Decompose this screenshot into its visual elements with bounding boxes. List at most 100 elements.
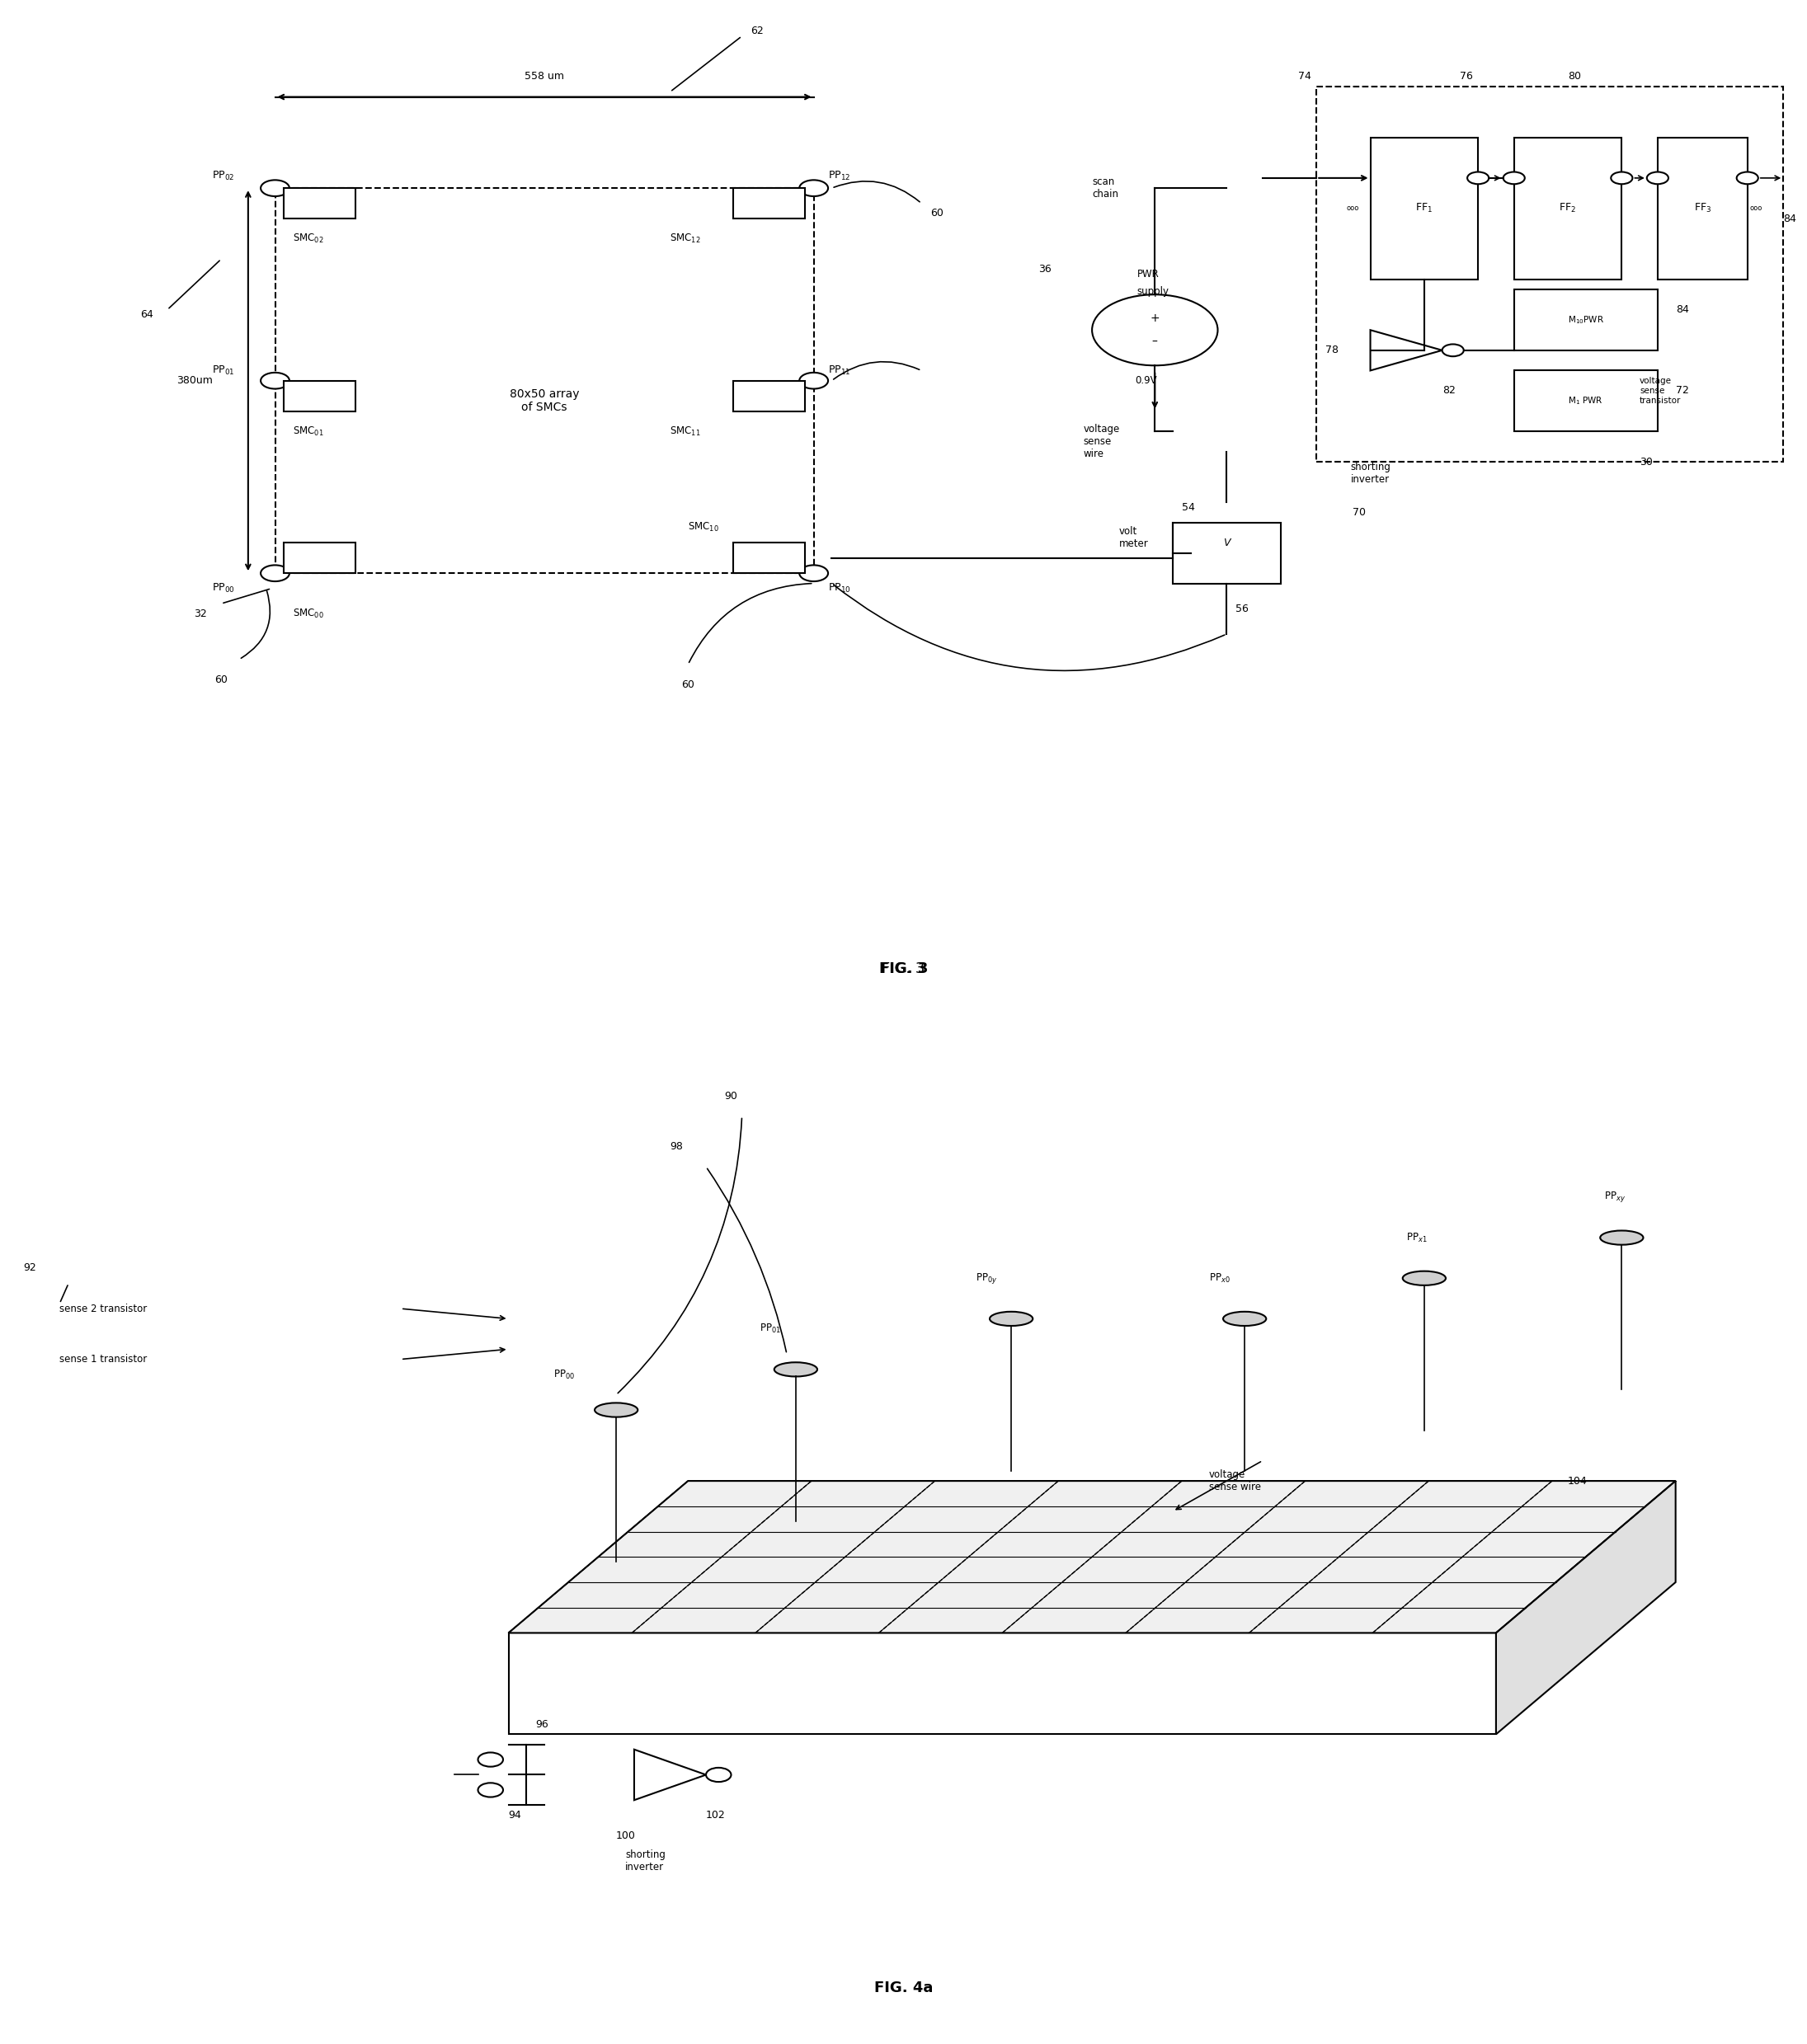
Text: SMC$_{12}$: SMC$_{12}$	[670, 233, 701, 245]
Text: scan
chain: scan chain	[1091, 176, 1119, 200]
Circle shape	[260, 180, 289, 196]
Text: ooo: ooo	[1346, 204, 1359, 213]
Text: FIG. 4a: FIG. 4a	[875, 1981, 932, 1995]
Ellipse shape	[1402, 1271, 1446, 1286]
Circle shape	[260, 372, 289, 388]
Bar	[734, 188, 804, 219]
Text: voltage
sense
wire: voltage sense wire	[1082, 423, 1120, 460]
Bar	[284, 188, 356, 219]
Text: FF$_2$: FF$_2$	[1559, 202, 1576, 215]
Circle shape	[799, 564, 828, 580]
Text: 104: 104	[1568, 1476, 1587, 1486]
Text: 74: 74	[1299, 72, 1312, 82]
Text: 72: 72	[1675, 386, 1690, 397]
Bar	[1514, 137, 1621, 280]
Text: 80: 80	[1568, 72, 1581, 82]
Circle shape	[1442, 343, 1464, 356]
Bar	[1370, 137, 1478, 280]
Ellipse shape	[990, 1312, 1034, 1327]
Text: 70: 70	[1352, 507, 1366, 517]
Text: 558 um: 558 um	[524, 72, 564, 82]
Text: voltage
sense wire: voltage sense wire	[1209, 1470, 1261, 1492]
Bar	[1173, 523, 1281, 583]
Text: 30: 30	[1639, 456, 1653, 468]
Text: 60: 60	[215, 675, 228, 685]
Text: 90: 90	[725, 1089, 737, 1102]
Circle shape	[707, 1768, 732, 1782]
Bar	[284, 380, 356, 411]
Bar	[275, 188, 813, 572]
Text: 78: 78	[1326, 345, 1339, 356]
Bar	[1514, 290, 1657, 350]
Text: 94: 94	[508, 1811, 522, 1821]
Text: 32: 32	[195, 609, 208, 619]
Text: PP$_{10}$: PP$_{10}$	[828, 583, 851, 595]
Text: 100: 100	[616, 1829, 636, 1842]
Text: SMC$_{01}$: SMC$_{01}$	[293, 425, 323, 437]
Text: M$_1$ PWR: M$_1$ PWR	[1568, 394, 1603, 407]
Text: FF$_3$: FF$_3$	[1693, 202, 1711, 215]
Text: 380um: 380um	[177, 376, 213, 386]
Text: voltage
sense
transistor: voltage sense transistor	[1639, 378, 1681, 405]
Text: SMC$_{02}$: SMC$_{02}$	[293, 233, 323, 245]
Ellipse shape	[773, 1363, 817, 1376]
Text: PWR: PWR	[1137, 270, 1158, 280]
Circle shape	[1091, 294, 1218, 366]
Text: PP$_{x0}$: PP$_{x0}$	[1209, 1271, 1231, 1284]
Text: PP$_{01}$: PP$_{01}$	[211, 364, 235, 376]
Text: sense 1 transistor: sense 1 transistor	[60, 1353, 146, 1365]
Text: 84: 84	[1675, 305, 1690, 315]
Circle shape	[799, 372, 828, 388]
Circle shape	[260, 564, 289, 580]
Text: 84: 84	[1784, 213, 1796, 225]
Text: volt
meter: volt meter	[1119, 525, 1149, 550]
Text: 76: 76	[1460, 72, 1473, 82]
Text: PP$_{xy}$: PP$_{xy}$	[1605, 1190, 1624, 1204]
Text: PP$_{12}$: PP$_{12}$	[828, 170, 851, 182]
Text: 62: 62	[752, 27, 764, 37]
Text: 96: 96	[535, 1719, 548, 1729]
Polygon shape	[508, 1482, 1675, 1633]
Circle shape	[1612, 172, 1632, 184]
Text: 92: 92	[23, 1263, 36, 1273]
Text: 102: 102	[707, 1811, 726, 1821]
Text: M$_{10}$PWR: M$_{10}$PWR	[1568, 315, 1605, 325]
Text: 82: 82	[1442, 386, 1455, 397]
Text: 54: 54	[1182, 503, 1194, 513]
Text: 60: 60	[931, 208, 943, 219]
Bar	[1657, 137, 1747, 280]
Text: 98: 98	[670, 1141, 683, 1153]
Bar	[1514, 370, 1657, 431]
Circle shape	[1646, 172, 1668, 184]
Circle shape	[1737, 172, 1758, 184]
Text: 0.9V: 0.9V	[1135, 376, 1156, 386]
Text: 36: 36	[1039, 264, 1052, 274]
Bar	[734, 544, 804, 572]
Text: PP$_{00}$: PP$_{00}$	[553, 1367, 575, 1380]
Text: 80x50 array
of SMCs: 80x50 array of SMCs	[510, 388, 580, 413]
Text: 56: 56	[1236, 603, 1249, 613]
Text: PP$_{02}$: PP$_{02}$	[211, 170, 235, 182]
Text: V: V	[1223, 538, 1231, 548]
Text: shorting
inverter: shorting inverter	[625, 1850, 665, 1872]
Text: PP$_{00}$: PP$_{00}$	[211, 583, 235, 595]
Text: ooo: ooo	[1749, 204, 1762, 213]
Circle shape	[799, 180, 828, 196]
Text: sense 2 transistor: sense 2 transistor	[60, 1304, 146, 1314]
Text: +: +	[1149, 313, 1160, 323]
Text: supply: supply	[1137, 286, 1169, 296]
Text: PP$_{11}$: PP$_{11}$	[828, 364, 851, 376]
Text: SMC$_{10}$: SMC$_{10}$	[688, 521, 719, 533]
Text: FIG. 3: FIG. 3	[878, 961, 929, 975]
Text: shorting
inverter: shorting inverter	[1350, 462, 1391, 484]
Circle shape	[1467, 172, 1489, 184]
Text: FF$_1$: FF$_1$	[1415, 202, 1433, 215]
Text: FIG. 3: FIG. 3	[882, 961, 925, 975]
Ellipse shape	[1601, 1230, 1643, 1245]
Circle shape	[1503, 172, 1525, 184]
Ellipse shape	[595, 1402, 638, 1416]
Bar	[284, 544, 356, 572]
Text: 64: 64	[141, 309, 154, 321]
Text: SMC$_{00}$: SMC$_{00}$	[293, 607, 323, 619]
Bar	[1317, 86, 1784, 462]
